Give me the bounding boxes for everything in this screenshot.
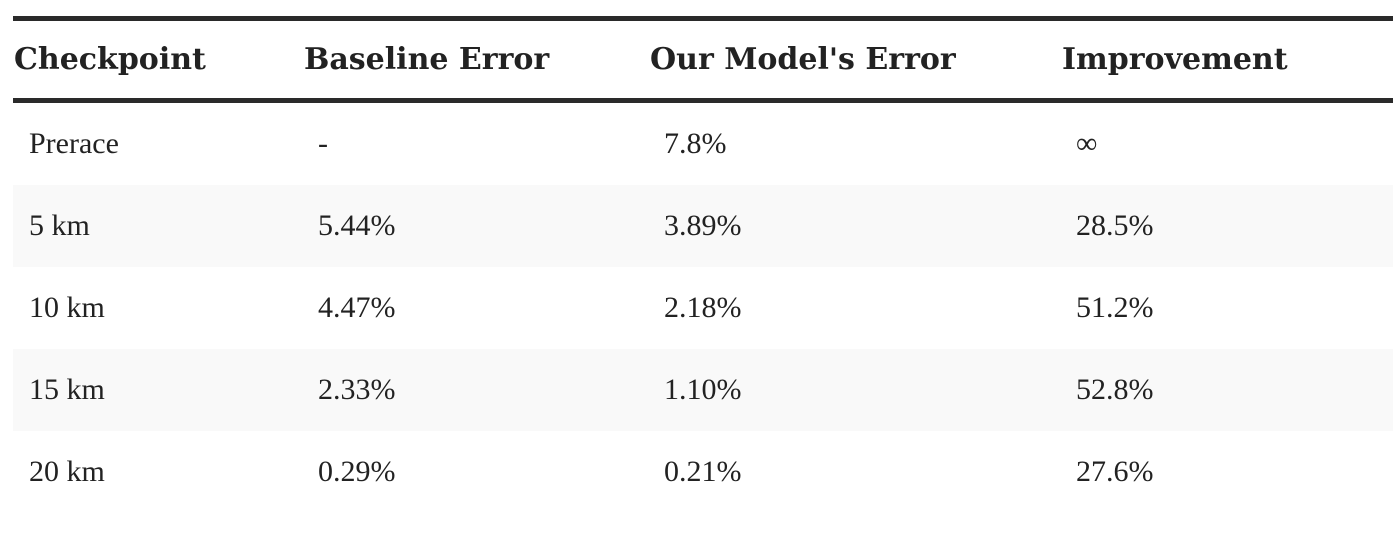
table-row: 15 km 2.33% 1.10% 52.8% [13, 349, 1393, 431]
cell-model-error: 3.89% [664, 209, 742, 242]
cell-checkpoint: 15 km [29, 373, 105, 406]
cell-baseline-error: - [318, 127, 328, 160]
table-row: 5 km 5.44% 3.89% 28.5% [13, 185, 1393, 267]
table-header-row: Checkpoint Baseline Error Our Model's Er… [13, 21, 1393, 98]
table-top-rule [13, 16, 1393, 21]
table-row: 20 km 0.29% 0.21% 27.6% [13, 431, 1393, 513]
cell-model-error: 1.10% [664, 373, 742, 406]
cell-improvement: 28.5% [1076, 209, 1154, 242]
results-table: Checkpoint Baseline Error Our Model's Er… [13, 16, 1393, 513]
cell-checkpoint: 10 km [29, 291, 105, 324]
cell-baseline-error: 0.29% [318, 455, 396, 488]
header-model-error: Our Model's Error [650, 42, 956, 77]
table-header-rule [13, 98, 1393, 103]
cell-checkpoint: Prerace [29, 127, 119, 160]
cell-baseline-error: 4.47% [318, 291, 396, 324]
cell-improvement: ∞ [1076, 127, 1098, 160]
cell-model-error: 7.8% [664, 127, 727, 160]
table-row: 10 km 4.47% 2.18% 51.2% [13, 267, 1393, 349]
cell-improvement: 27.6% [1076, 455, 1154, 488]
cell-improvement: 51.2% [1076, 291, 1154, 324]
header-improvement: Improvement [1062, 42, 1288, 77]
cell-model-error: 0.21% [664, 455, 742, 488]
cell-checkpoint: 20 km [29, 455, 105, 488]
cell-checkpoint: 5 km [29, 209, 90, 242]
cell-baseline-error: 5.44% [318, 209, 396, 242]
cell-model-error: 2.18% [664, 291, 742, 324]
table-row: Prerace - 7.8% ∞ [13, 103, 1393, 185]
header-baseline-error: Baseline Error [304, 42, 550, 77]
cell-baseline-error: 2.33% [318, 373, 396, 406]
cell-improvement: 52.8% [1076, 373, 1154, 406]
header-checkpoint: Checkpoint [14, 42, 206, 77]
